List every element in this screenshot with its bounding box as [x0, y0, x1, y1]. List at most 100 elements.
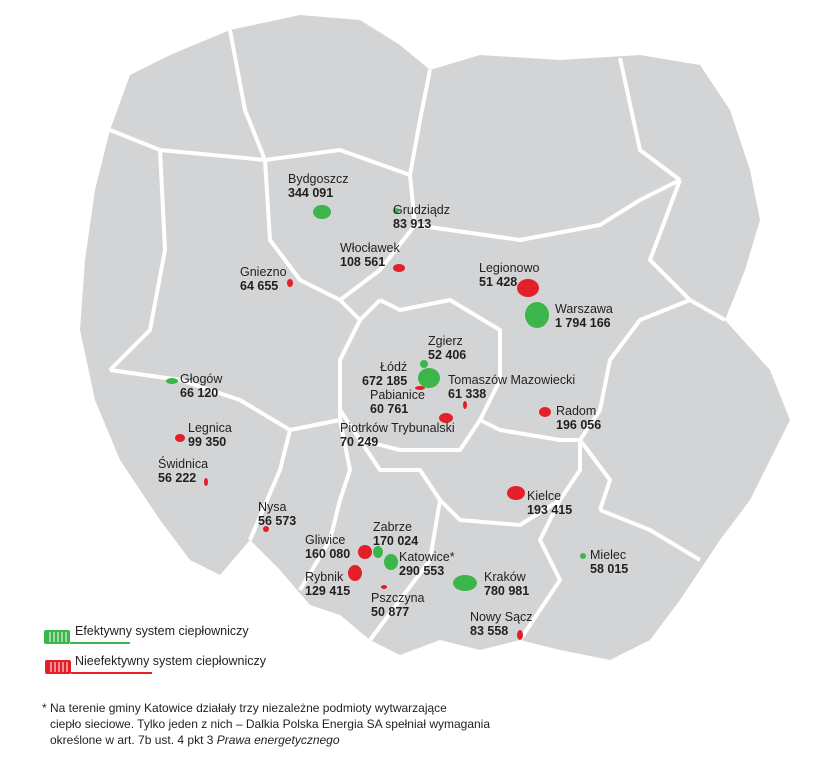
city-name: Radom: [556, 404, 597, 418]
city-label: Świdnica 56 222: [158, 457, 208, 485]
city-name: Legnica: [188, 421, 232, 435]
poland-map: [80, 15, 790, 660]
city-name: Rybnik: [305, 570, 344, 584]
city-name: Grudziądz: [393, 203, 450, 217]
city-population: 66 120: [180, 386, 219, 400]
city-population: 50 877: [371, 605, 410, 619]
footnote-line-3: określone w art. 7b ust. 4 pkt 3 Prawa e…: [42, 732, 562, 748]
city-name: Kraków: [484, 570, 526, 584]
radiator-icon: [45, 660, 152, 674]
city-population: 51 428: [479, 275, 518, 289]
city-label: Legnica 99 350: [188, 421, 232, 449]
city-label: Włocławek 108 561: [340, 241, 400, 269]
city-label: Kraków 780 981: [484, 570, 529, 598]
footnote-italic: Prawa energetycznego: [216, 733, 340, 747]
city-marker-inefficient: [287, 279, 293, 287]
city-name: Mielec: [590, 548, 627, 562]
legend-item-inefficient: Nieefektywny system ciepłowniczy: [42, 654, 302, 684]
city-marker-efficient: [525, 302, 549, 328]
city-population: 58 015: [590, 562, 629, 576]
city-population: 780 981: [484, 584, 530, 598]
city-population: 83 913: [393, 217, 432, 231]
city-name: Kielce: [527, 489, 562, 503]
city-name: Głogów: [180, 372, 223, 386]
city-name: Zabrze: [373, 520, 412, 534]
city-population: 60 761: [370, 402, 409, 416]
city-population: 129 415: [305, 584, 351, 598]
city-name: Włocławek: [340, 241, 400, 255]
city-label: Tomaszów Mazowiecki 61 338: [448, 373, 575, 401]
city-marker-efficient: [580, 553, 586, 559]
city-marker-inefficient: [415, 386, 425, 390]
city-label: Nowy Sącz 83 558: [470, 610, 533, 638]
city-label: Zabrze 170 024: [373, 520, 418, 548]
city-label: Kielce 193 415: [527, 489, 572, 517]
city-name: Nowy Sącz: [470, 610, 533, 624]
city-population: 56 222: [158, 471, 197, 485]
city-label: Głogów 66 120: [180, 372, 222, 400]
city-population: 61 338: [448, 387, 487, 401]
legend-item-efficient: Efektywny system ciepłowniczy: [42, 624, 302, 654]
city-marker-inefficient: [204, 478, 208, 486]
city-label: Radom 196 056: [556, 404, 601, 432]
city-label: Piotrków Trybunalski 70 249: [340, 421, 455, 449]
city-label: Mielec 58 015: [590, 548, 628, 576]
city-marker-inefficient: [263, 526, 269, 532]
city-marker-inefficient: [539, 407, 551, 417]
city-name: Pszczyna: [371, 591, 425, 605]
city-marker-inefficient: [517, 630, 523, 640]
city-marker-efficient: [393, 208, 399, 214]
footnote-line-1: * Na terenie gminy Katowice działały trz…: [42, 701, 447, 715]
footnote-line-2: ciepło sieciowe. Tylko jeden z nich – Da…: [50, 717, 491, 731]
city-label: Zgierz 52 406: [428, 334, 466, 362]
radiator-icon: [44, 630, 130, 644]
city-marker-efficient: [373, 546, 383, 558]
city-name: Tomaszów Mazowiecki: [448, 373, 576, 387]
city-name: Gliwice: [305, 533, 346, 547]
city-marker-inefficient: [517, 279, 539, 297]
voivodeship-borders: [108, 29, 726, 642]
city-marker-efficient: [166, 378, 178, 384]
city-population: 56 573: [258, 514, 297, 528]
city-name: Nysa: [258, 500, 287, 514]
city-label: Warszawa 1 794 166: [555, 302, 613, 330]
city-population: 290 553: [399, 564, 445, 578]
city-population: 160 080: [305, 547, 351, 561]
city-label: Grudziądz 83 913: [393, 203, 450, 231]
footnote: * Na terenie gminy Katowice działały trz…: [42, 700, 562, 748]
city-label: Łódź 672 185: [362, 360, 407, 388]
city-label: Katowice* 290 553: [399, 550, 455, 578]
city-population: 1 794 166: [555, 316, 611, 330]
city-label: Rybnik 129 415: [305, 570, 350, 598]
city-label: Pabianice 60 761: [370, 388, 425, 416]
city-name: Warszawa: [555, 302, 613, 316]
legend-label-efficient: Efektywny system ciepłowniczy: [75, 624, 249, 638]
city-marker-inefficient: [348, 565, 362, 581]
city-marker-inefficient: [507, 486, 525, 500]
city-name: Łódź: [380, 360, 408, 374]
city-name: Gniezno: [240, 265, 287, 279]
city-label: Nysa 56 573: [258, 500, 296, 528]
city-population: 83 558: [470, 624, 509, 638]
city-marker-efficient: [420, 360, 428, 368]
city-name: Pabianice: [370, 388, 425, 402]
footnote-text: określone w art. 7b ust. 4 pkt 3: [50, 733, 217, 747]
legend-label-inefficient: Nieefektywny system ciepłowniczy: [75, 654, 267, 668]
city-population: 196 056: [556, 418, 602, 432]
city-population: 64 655: [240, 279, 279, 293]
city-name: Świdnica: [158, 457, 209, 471]
city-label: Bydgoszcz 344 091: [288, 172, 348, 200]
city-population: 108 561: [340, 255, 386, 269]
city-population: 70 249: [340, 435, 379, 449]
city-name: Piotrków Trybunalski: [340, 421, 455, 435]
city-name: Katowice*: [399, 550, 455, 564]
city-marker-inefficient: [381, 585, 387, 589]
city-name: Legionowo: [479, 261, 540, 275]
city-marker-efficient: [418, 368, 440, 388]
city-marker-efficient: [384, 554, 398, 570]
city-population: 193 415: [527, 503, 573, 517]
city-label: Gniezno 64 655: [240, 265, 287, 293]
city-label: Gliwice 160 080: [305, 533, 350, 561]
city-marker-inefficient: [439, 413, 453, 423]
city-population: 99 350: [188, 435, 227, 449]
